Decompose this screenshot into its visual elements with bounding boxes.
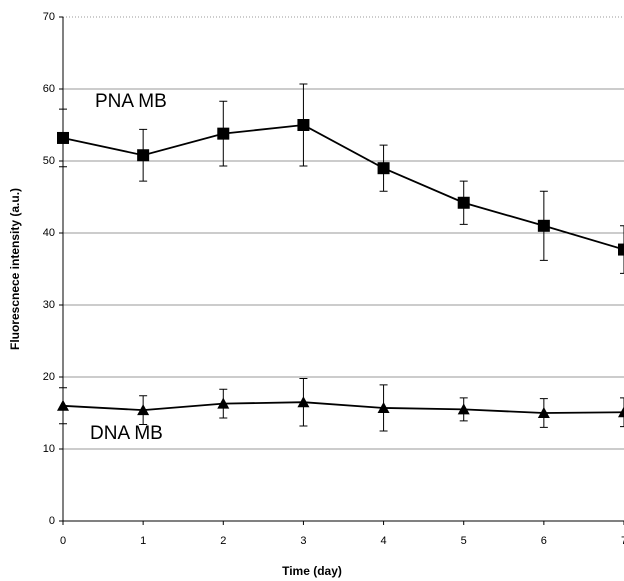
marker [297, 396, 310, 408]
x-tick-label: 1 [140, 535, 146, 547]
series-line [62, 401, 624, 414]
marker [217, 397, 230, 409]
y-tick-label: 20 [43, 371, 55, 383]
marker [377, 162, 390, 175]
y-axis-label: Fluorescnece intensity (a.u.) [8, 188, 22, 350]
annotation: DNA MB [90, 423, 163, 444]
marker [618, 243, 624, 256]
marker [297, 119, 310, 131]
marker [457, 403, 470, 415]
marker [137, 149, 150, 162]
y-tick-label: 30 [43, 299, 55, 311]
marker [57, 131, 69, 144]
series-line [62, 124, 624, 251]
x-tick-label: 7 [621, 535, 624, 547]
y-tick-label: 40 [43, 227, 55, 239]
y-tick-label: 10 [43, 443, 55, 455]
x-tick-label: 5 [461, 535, 467, 547]
x-tick-label: 6 [541, 535, 547, 547]
marker [137, 404, 150, 416]
y-tick-label: 60 [43, 83, 55, 95]
marker [217, 127, 230, 140]
error-bar [620, 397, 624, 428]
x-tick-label: 2 [220, 535, 226, 547]
x-tick-label: 4 [381, 535, 387, 547]
y-tick-label: 70 [43, 11, 55, 23]
annotation: PNA MB [95, 91, 167, 112]
marker [377, 401, 390, 413]
error-bar [620, 225, 624, 274]
y-tick-label: 50 [43, 155, 55, 167]
x-tick-label: 3 [300, 535, 306, 547]
y-tick-label: 0 [49, 515, 55, 527]
marker [618, 406, 624, 418]
marker [537, 219, 550, 232]
marker [537, 407, 550, 418]
marker [57, 399, 69, 411]
x-tick-label: 0 [60, 535, 66, 547]
x-axis-label: Time (day) [282, 564, 342, 578]
marker [457, 196, 470, 209]
